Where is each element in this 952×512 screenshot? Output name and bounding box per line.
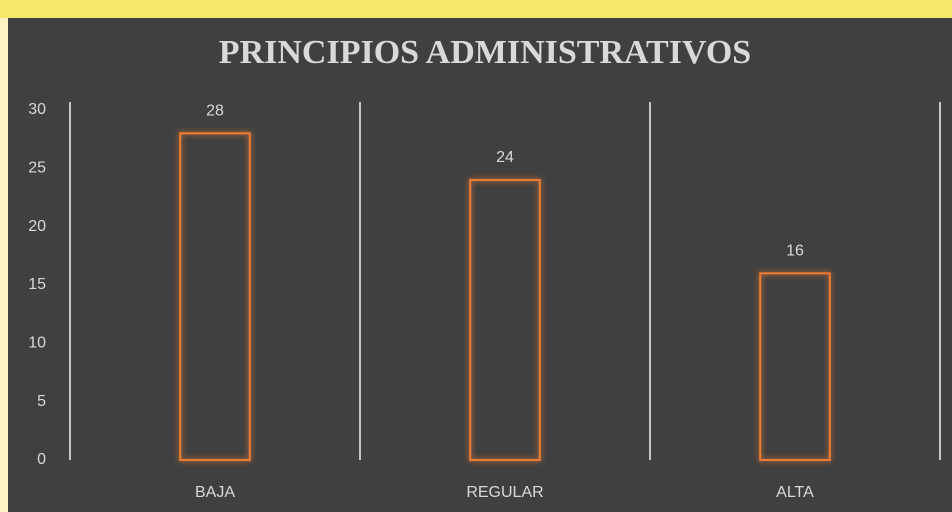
data-label: 16: [786, 243, 804, 260]
y-tick-label: 20: [28, 218, 46, 235]
x-tick-label: BAJA: [195, 484, 235, 501]
data-label: 24: [496, 149, 514, 166]
bar: [759, 272, 831, 462]
chart-area: [8, 18, 952, 512]
y-tick-label: 25: [28, 160, 46, 177]
x-tick-label: ALTA: [776, 484, 814, 501]
y-tick-label: 15: [28, 276, 46, 293]
y-tick-label: 5: [37, 393, 46, 410]
background-strip: [0, 0, 952, 18]
data-label: 28: [206, 103, 224, 120]
bar: [469, 179, 541, 461]
chart-title: PRINCIPIOS ADMINISTRATIVOS: [219, 34, 751, 71]
y-tick-label: 10: [28, 335, 46, 352]
y-tick-label: 30: [28, 101, 46, 118]
x-tick-label: REGULAR: [466, 484, 543, 501]
y-tick-label: 0: [37, 451, 46, 468]
bar: [179, 132, 251, 461]
